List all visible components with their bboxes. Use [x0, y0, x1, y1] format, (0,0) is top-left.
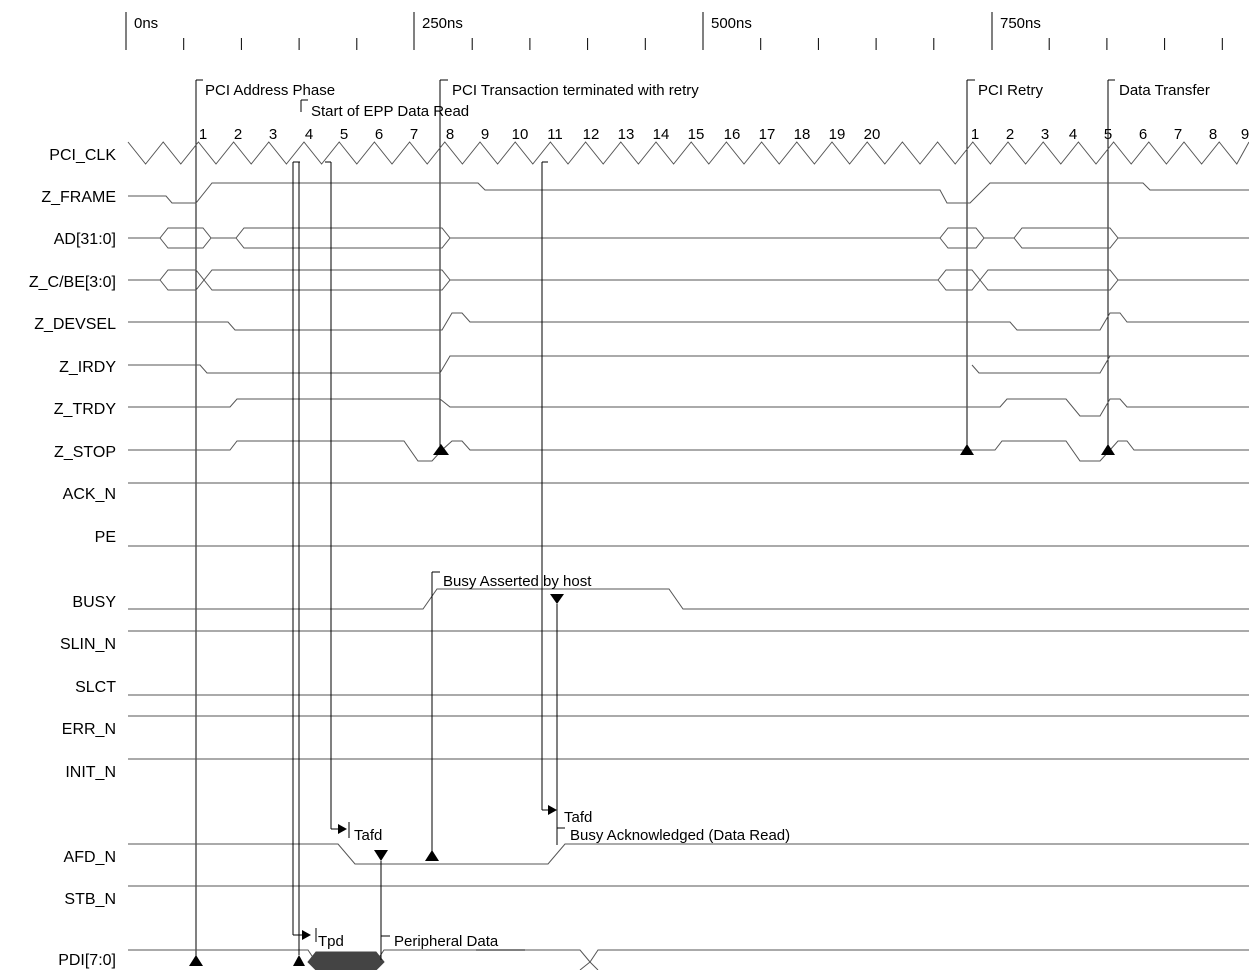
pdi-driven-region: [307, 951, 385, 970]
signal-name-z-trdy: Z_TRDY: [54, 401, 117, 418]
signal-name-z-irdy: Z_IRDY: [59, 359, 116, 376]
waveform-z-irdy: [128, 355, 1249, 374]
clock-number: 12: [583, 126, 600, 143]
clock-number: 8: [446, 126, 454, 143]
waveform-afd-n: [128, 843, 1249, 865]
clock-number: 4: [305, 126, 313, 143]
clock-number: 3: [1041, 126, 1049, 143]
label-tafd-1: Tafd: [354, 827, 382, 844]
signal-name-z-devsel: Z_DEVSEL: [34, 316, 116, 333]
clock-cycle-numbers: 1 2 3 4 5 6 7 8 9 10 11 12 13 14 15 16 1…: [199, 126, 1249, 143]
label-busy-asserted: Busy Asserted by host: [443, 573, 592, 590]
z-stop-arrow-3: [1101, 444, 1115, 455]
clock-number: 1: [971, 126, 979, 143]
signal-name-slin-n: SLIN_N: [60, 636, 116, 653]
annotation-start-epp-read: Start of EPP Data Read: [311, 103, 469, 120]
annotation-pci-retry: PCI Retry: [978, 82, 1044, 99]
label-busy-acknowledged: Busy Acknowledged (Data Read): [570, 827, 790, 844]
label-tafd-2: Tafd: [564, 809, 592, 826]
waveform-z-cbe: [128, 269, 1249, 291]
clock-number: 3: [269, 126, 277, 143]
waveform-z-frame: [128, 182, 1249, 204]
signal-name-pe: PE: [95, 529, 116, 546]
clock-number: 16: [724, 126, 741, 143]
tpd-arrow: [302, 930, 311, 940]
waveform-z-trdy: [128, 398, 1249, 417]
clock-number: 15: [688, 126, 705, 143]
annotation-pci-retry-terminated: PCI Transaction terminated with retry: [452, 82, 699, 99]
clock-number: 11: [547, 126, 563, 143]
signal-name-pci-clk: PCI_CLK: [49, 147, 116, 164]
pdi-up-arrow: [293, 955, 305, 966]
top-annotations: PCI Address Phase Start of EPP Data Read…: [195, 79, 1210, 960]
annotation-data-transfer: Data Transfer: [1119, 82, 1210, 99]
busy-down-arrow: [550, 594, 564, 604]
clock-number: 2: [1006, 126, 1014, 143]
tick-label-0ns: 0ns: [134, 15, 158, 32]
z-stop-arrow-1: [433, 444, 449, 455]
tick-label-750ns: 750ns: [1000, 15, 1041, 32]
waveform-ad: [128, 227, 1249, 249]
clock-number: 1: [199, 126, 207, 143]
waveform-z-stop: [128, 440, 1249, 462]
clock-number: 2: [234, 126, 242, 143]
signal-name-z-frame: Z_FRAME: [41, 189, 116, 206]
clock-number: 13: [618, 126, 635, 143]
signal-name-afd-n: AFD_N: [64, 849, 116, 866]
clock-number: 14: [653, 126, 670, 143]
clock-number: 9: [1241, 126, 1249, 143]
waveform-pci-clk: [127, 141, 1249, 165]
clock-number: 19: [829, 126, 846, 143]
waveform-busy: [128, 588, 1249, 610]
clock-number: 17: [759, 126, 776, 143]
signal-names: PCI_CLK Z_FRAME AD[31:0] Z_C/BE[3:0] Z_D…: [29, 147, 116, 969]
label-tpd: Tpd: [318, 933, 344, 950]
tafd-arrow-1: [338, 824, 347, 834]
clock-number: 7: [410, 126, 418, 143]
clock-number: 8: [1209, 126, 1217, 143]
clock-number: 10: [512, 126, 529, 143]
clock-number: 18: [794, 126, 811, 143]
waveforms: [127, 141, 1249, 970]
z-stop-arrow-2: [960, 444, 974, 455]
waveform-z-devsel: [128, 312, 1249, 331]
signal-name-ack-n: ACK_N: [63, 486, 116, 503]
afd-down-arrow: [374, 850, 388, 861]
signal-name-ad: AD[31:0]: [54, 231, 116, 248]
signal-name-z-stop: Z_STOP: [54, 444, 116, 461]
label-peripheral-data: Peripheral Data: [394, 933, 499, 950]
clock-number: 5: [340, 126, 348, 143]
tafd-arrow-2: [548, 805, 557, 815]
waveform-pdi: [128, 949, 1249, 970]
pdi-cycle1-arrow: [189, 955, 203, 966]
busy-up-arrow: [425, 850, 439, 861]
tick-label-250ns: 250ns: [422, 15, 463, 32]
signal-name-init-n: INIT_N: [65, 764, 116, 781]
signal-name-z-cbe: Z_C/BE[3:0]: [29, 274, 116, 291]
time-ruler: 0ns 250ns 500ns 750ns: [125, 12, 1223, 50]
signal-name-stb-n: STB_N: [64, 891, 116, 908]
clock-number: 5: [1104, 126, 1112, 143]
tick-label-500ns: 500ns: [711, 15, 752, 32]
signal-name-err-n: ERR_N: [62, 721, 116, 738]
clock-number: 6: [1139, 126, 1147, 143]
annotation-pci-address-phase: PCI Address Phase: [205, 82, 335, 99]
signal-name-pdi: PDI[7:0]: [58, 952, 116, 969]
clock-number: 20: [864, 126, 881, 143]
clock-number: 4: [1069, 126, 1077, 143]
clock-number: 6: [375, 126, 383, 143]
signal-name-slct: SLCT: [75, 679, 116, 696]
signal-name-busy: BUSY: [72, 594, 116, 611]
timing-markers: Tpd Tafd Peripheral Data Busy Asserted b…: [189, 161, 1115, 966]
clock-number: 9: [481, 126, 489, 143]
clock-number: 7: [1174, 126, 1182, 143]
